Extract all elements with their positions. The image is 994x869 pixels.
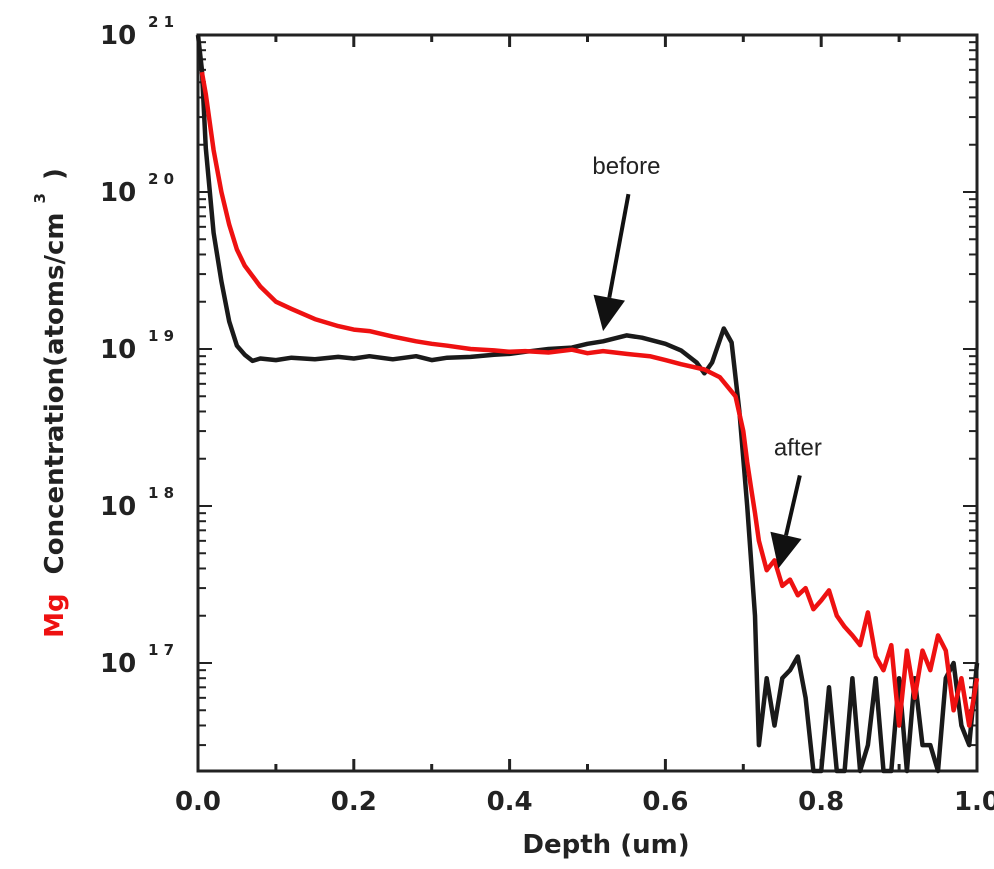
y-axis-title-suffix: ) [40,168,70,180]
svg-text:Mg Concentration(atoms/c: Mg Concentration(atoms/cm 3 ) [22,168,70,638]
x-tick-label: 1.0 [954,787,994,817]
x-axis-title: Depth (um) [522,830,689,860]
annotation-before: before [592,153,660,180]
y-tick-label: 10 [100,335,136,365]
y-tick-labels: 10 2 1 10 2 0 10 1 9 10 1 8 10 1 7 [100,13,174,679]
y-axis-title: Mg Concentration(atoms/cm 3 ) [22,168,70,638]
x-tick-label: 0.4 [487,787,533,817]
y-axis-title-text: Concentration(atoms/cm [40,213,70,575]
x-tick-label: 0.2 [331,787,377,817]
y-tick-exponent: 1 9 [148,327,174,345]
y-tick-label: 10 [100,492,136,522]
axis-ticks [196,34,979,771]
y-tick-exponent: 2 0 [148,170,174,188]
annotation-arrow-shaft [607,193,631,299]
series-after [199,71,980,728]
y-tick-label: 10 [100,178,136,208]
y-tick-exponent: 1 7 [148,641,174,659]
x-tick-labels: 0.0 0.2 0.4 0.6 0.8 1.0 [175,787,994,817]
x-tick-label: 0.6 [642,787,688,817]
annotation-after: after [774,434,822,461]
x-tick-label: 0.0 [175,787,221,817]
plot-area: before after [195,33,980,774]
x-tick-label: 0.8 [798,787,844,817]
annotation-layer: before after [592,153,822,569]
y-axis-title-superscript: 3 [31,193,49,203]
series-layer [195,34,980,774]
y-tick-exponent: 1 8 [148,484,174,502]
series-before [195,34,980,774]
y-tick-exponent: 2 1 [148,13,174,31]
arrow-head-icon [593,294,626,332]
y-tick-label: 10 [100,649,136,679]
plot-frame [196,33,979,773]
annotation-arrow-shaft [784,474,802,536]
y-axis-title-prefix: Mg [40,593,70,637]
y-tick-label: 10 [100,21,136,51]
arrow-head-icon [770,531,802,569]
